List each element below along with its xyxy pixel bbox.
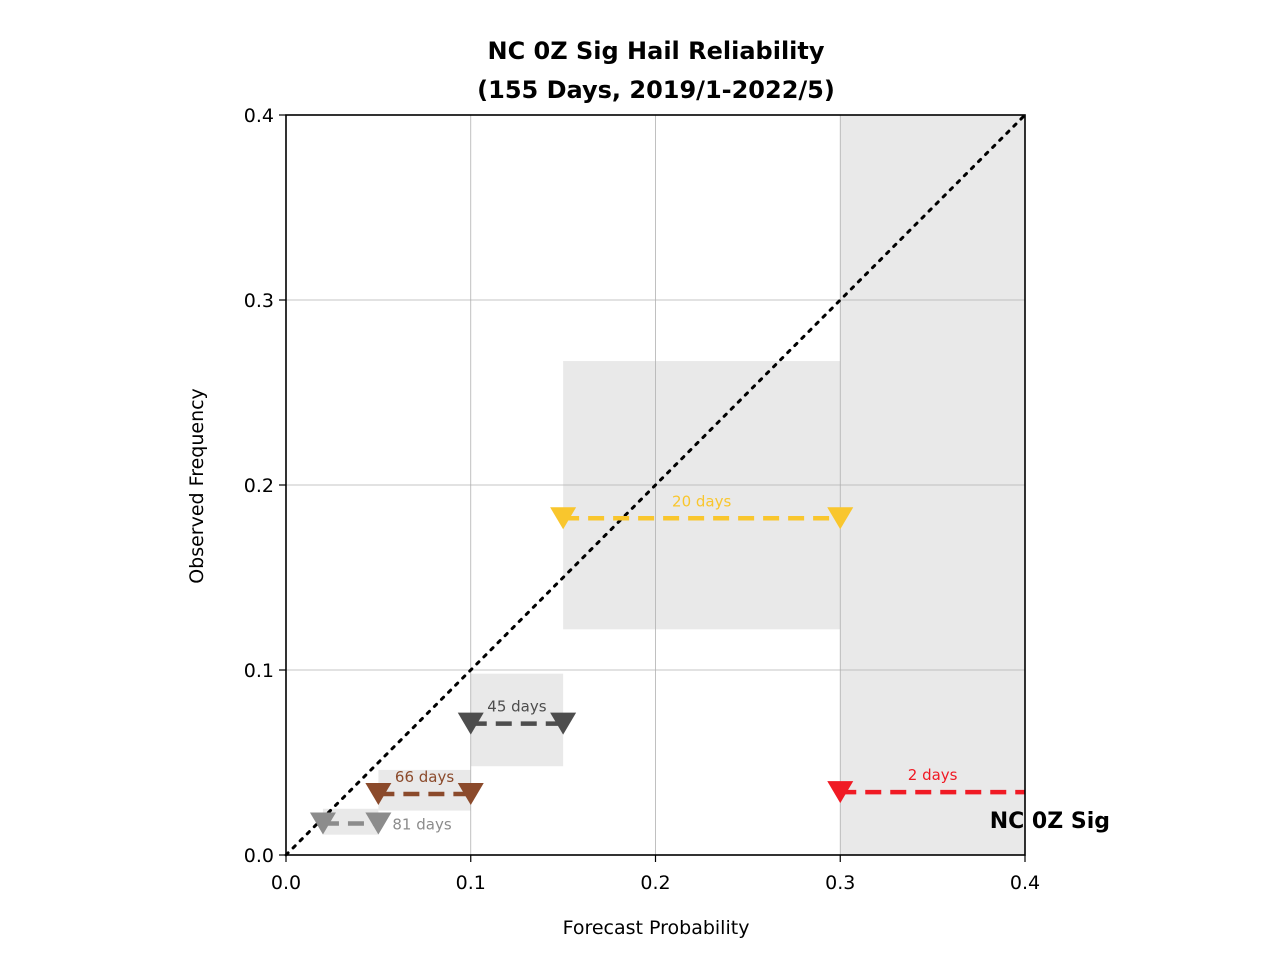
chart-title-line2: (155 Days, 2019/1-2022/5) (477, 76, 835, 104)
y-tick-label-0: 0.0 (244, 845, 274, 867)
chart-tag-label: NC 0Z Sig (990, 809, 1110, 834)
bin-marker-start-3 (550, 507, 577, 530)
bin-marker-end-2 (550, 712, 577, 735)
y-tick-label-3: 0.3 (244, 290, 274, 312)
perfect-reliability-diagonal (284, 113, 1027, 857)
bin-count-label-4: 2 days (908, 766, 958, 784)
y-axis-label: Observed Frequency (186, 388, 208, 584)
bin-marker-start-1 (365, 782, 392, 805)
x-tick-label-0: 0.0 (271, 872, 301, 894)
plot-area: 81 days 66 days 45 days 20 days 2 days 0.0 0.1… (244, 105, 1040, 894)
x-tick-label-1: 0.1 (456, 872, 486, 894)
confidence-box-1 (378, 769, 471, 811)
x-tick-label-2: 0.2 (640, 872, 670, 894)
y-tick-label-2: 0.2 (244, 475, 274, 497)
x-axis-label: Forecast Probability (563, 917, 750, 939)
bin-count-label-3: 20 days (672, 492, 731, 510)
bin-count-label-0: 81 days (392, 816, 451, 834)
bin-marker-end-0 (365, 812, 392, 835)
x-tick-label-4: 0.4 (1010, 872, 1040, 894)
chart-title-line1: NC 0Z Sig Hail Reliability (487, 37, 824, 65)
bin-marker-start-0 (309, 812, 336, 835)
bin-count-label-1: 66 days (395, 768, 454, 786)
bin-count-label-2: 45 days (487, 698, 546, 716)
bin-marker-start-2 (457, 712, 484, 735)
bin-marker-end-1 (457, 782, 484, 805)
y-tick-label-1: 0.1 (244, 660, 274, 682)
confidence-box-3 (563, 361, 841, 630)
x-tick-label-3: 0.3 (825, 872, 855, 894)
confidence-box-2 (470, 673, 564, 767)
bin-marker-end-3 (827, 507, 854, 530)
bin-marker-start-4 (827, 781, 854, 804)
y-tick-label-4: 0.4 (244, 105, 274, 127)
